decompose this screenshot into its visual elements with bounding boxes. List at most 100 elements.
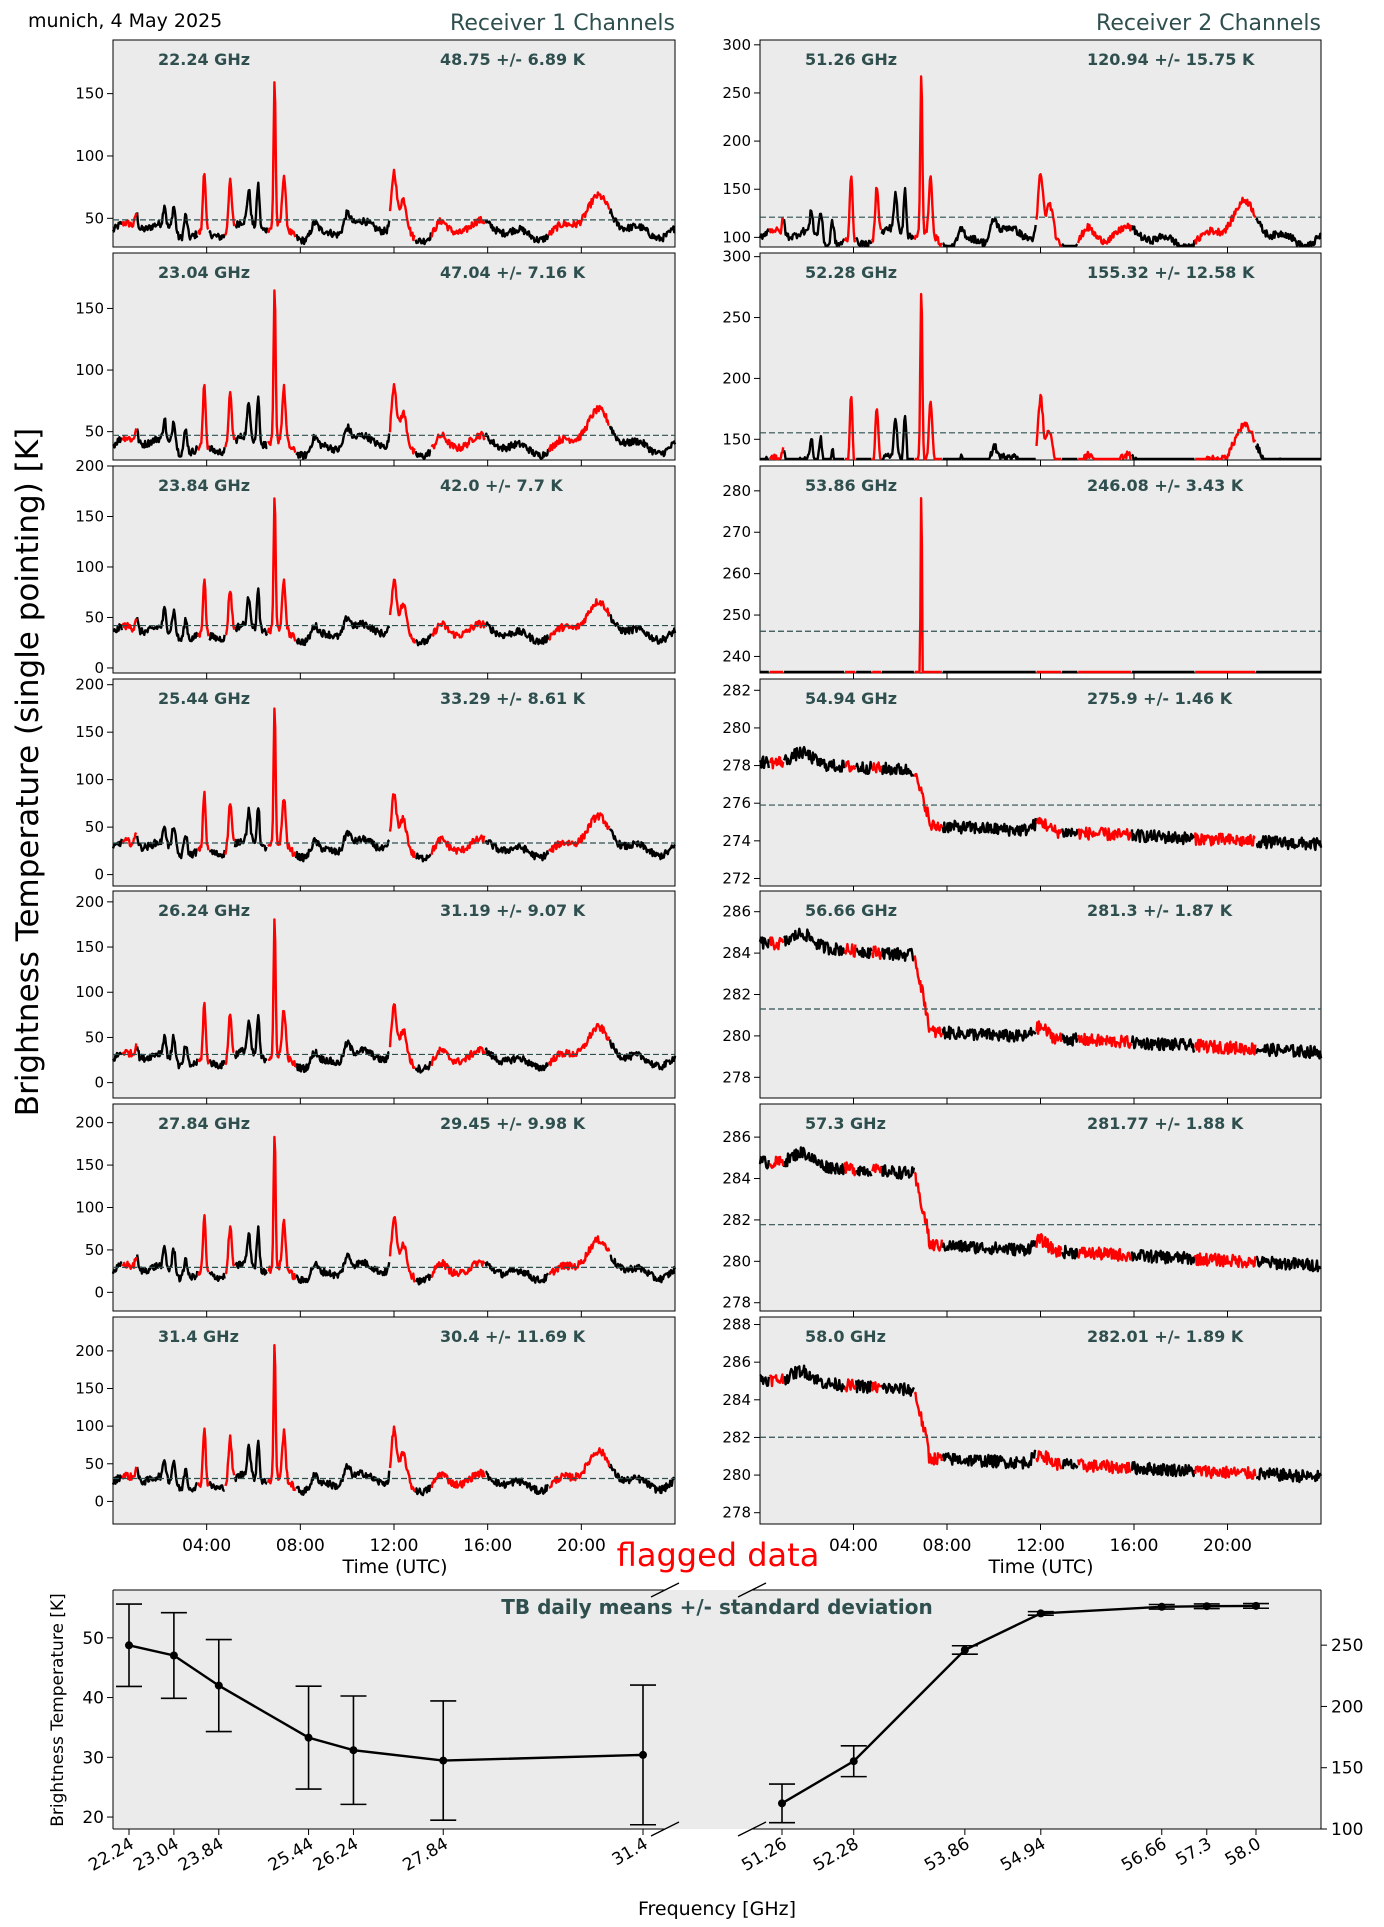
channel-frequency-label: 25.44 GHz: [158, 689, 250, 708]
panel-background: [112, 39, 676, 248]
y-tick-label: 278: [722, 757, 751, 775]
summary-left-y-tick-label: 40: [82, 1689, 104, 1709]
y-tick-label: 100: [75, 361, 104, 379]
y-tick-label: 0: [94, 1074, 104, 1092]
panel-background: [759, 252, 1322, 461]
receiver2-mean-point: [1202, 1602, 1211, 1611]
channel-frequency-label: 22.24 GHz: [158, 50, 250, 69]
panel-r2-5: 278 280 282 284 286 57.3 GHz 281.77 +/- 1.88 K: [722, 1103, 1322, 1317]
panel-background: [112, 465, 676, 674]
receiver2-mean-point: [849, 1757, 858, 1766]
y-tick-label: 280: [722, 719, 751, 737]
panel-background: [112, 1103, 676, 1312]
series-line: [758, 745, 1323, 852]
receiver2-x-tick-label: 58.0: [1222, 1834, 1265, 1870]
y-tick-label: 288: [722, 1316, 751, 1334]
y-tick-label: 272: [722, 869, 751, 887]
flagged-series-line: [769, 1155, 1257, 1269]
y-tick-label: 278: [722, 1294, 751, 1312]
panel-r1-0: 50 100 150 22.24 GHz 48.75 +/- 6.89 K: [75, 39, 676, 253]
panel-r1-2: 0 50 100 150 200 23.84 GHz 42.0 +/- 7.7 K: [75, 457, 677, 679]
panel-r1-4: 0 50 100 150 200 26.24 GHz 31.19 +/- 9.07 K: [75, 890, 677, 1104]
receiver1-x-tick-label: 23.84: [175, 1834, 227, 1876]
receiver1-x-tick-label: 25.44: [265, 1834, 317, 1876]
channel-stats-label: 30.4 +/- 11.69 K: [440, 1327, 586, 1346]
flagged-series-line: [121, 1135, 611, 1283]
y-tick-label: 150: [75, 299, 104, 317]
panel-background: [759, 1316, 1322, 1525]
flagged-series-line: [768, 75, 1257, 248]
panel-r1-3: 0 50 100 150 200 25.44 GHz 33.29 +/- 8.61 K: [75, 676, 676, 892]
y-tick-label: 286: [722, 903, 751, 921]
channel-stats-label: 155.32 +/- 12.58 K: [1087, 263, 1255, 282]
axis-break-mark: [737, 1582, 767, 1598]
y-tick-label: 0: [94, 866, 104, 884]
channel-stats-label: 31.19 +/- 9.07 K: [440, 901, 586, 920]
y-tick-label: 280: [722, 1027, 751, 1045]
y-tick-label: 280: [722, 1466, 751, 1484]
summary-right-y-tick-label: 150: [1331, 1759, 1363, 1779]
y-tick-label: 286: [722, 1353, 751, 1371]
receiver1-x-tick-label: 27.84: [400, 1834, 452, 1876]
panel-background: [759, 1103, 1322, 1312]
channel-stats-label: 29.45 +/- 9.98 K: [440, 1114, 586, 1133]
flagged-series-line: [768, 292, 1257, 461]
channel-stats-label: 281.3 +/- 1.87 K: [1087, 901, 1233, 920]
panel-r1-5: 0 50 100 150 200 27.84 GHz 29.45 +/- 9.98 K: [75, 1103, 677, 1317]
receiver2-mean-point: [778, 1799, 786, 1808]
channel-frequency-label: 23.84 GHz: [158, 476, 250, 495]
y-tick-label: 200: [75, 1114, 104, 1132]
y-tick-label: 280: [722, 482, 751, 500]
y-tick-label: 270: [722, 523, 751, 541]
y-tick-label: 280: [722, 1252, 751, 1270]
site-date-title: munich, 4 May 2025: [28, 10, 222, 32]
panel-background: [759, 39, 1322, 248]
channel-frequency-label: 26.24 GHz: [158, 901, 250, 920]
summary-y-axis-label: Brightness Temperature [K]: [48, 1593, 68, 1826]
y-tick-label: 260: [722, 565, 751, 583]
y-tick-label: 150: [75, 85, 104, 103]
panel-r2-3: 272 274 276 278 280 282 54.94 GHz 275.9 +/- 1.4…: [722, 678, 1323, 892]
y-tick-label: 250: [722, 606, 751, 624]
receiver2-title: Receiver 2 Channels: [1096, 11, 1321, 36]
receiver2-mean-point: [1036, 1609, 1045, 1618]
channel-frequency-label: 56.66 GHz: [805, 901, 897, 920]
receiver2-x-tick-label: 53.86: [921, 1834, 973, 1876]
channel-stats-label: 33.29 +/- 8.61 K: [440, 689, 586, 708]
x-tick-label: 12:00: [1016, 1536, 1065, 1556]
channel-frequency-label: 51.26 GHz: [805, 50, 897, 69]
panel-r2-0: 100 150 200 250 300 51.26 GHz 120.94 +/- 15.75…: [722, 36, 1322, 253]
flagged-data-label: flagged data: [617, 1536, 820, 1574]
channel-frequency-label: 54.94 GHz: [805, 689, 897, 708]
summary-right-y-tick-label: 250: [1331, 1636, 1363, 1656]
y-tick-label: 274: [722, 832, 751, 850]
main-y-axis-label: Brightness Temperature (single pointing)…: [10, 428, 46, 1116]
summary-right-frame: [752, 1589, 1322, 1830]
flagged-series-line: [121, 81, 611, 242]
y-tick-label: 278: [722, 1504, 751, 1522]
series-line: [112, 587, 677, 647]
channel-frequency-label: 52.28 GHz: [805, 263, 897, 282]
y-tick-label: 0: [94, 1283, 104, 1301]
y-tick-label: 150: [75, 507, 104, 525]
series-line: [111, 181, 676, 246]
y-tick-label: 100: [75, 558, 104, 576]
y-tick-label: 0: [94, 1492, 104, 1510]
panel-r2-2: 240 250 260 270 280 53.86 GHz 246.08 +/- 3.43 …: [722, 465, 1322, 679]
y-tick-label: 250: [722, 309, 751, 327]
receiver2-mean-point: [960, 1645, 969, 1654]
y-tick-label: 300: [722, 36, 751, 54]
y-tick-label: 50: [85, 1455, 104, 1473]
y-tick-label: 200: [75, 457, 104, 475]
summary-right-y-tick-label: 100: [1331, 1820, 1363, 1840]
y-tick-label: 50: [85, 818, 104, 836]
receiver2-x-tick-label: 51.26: [738, 1834, 790, 1876]
axis-break-mark: [650, 1582, 680, 1598]
summary-left-y-tick-label: 30: [82, 1748, 104, 1768]
y-tick-label: 50: [85, 1241, 104, 1259]
channel-stats-label: 47.04 +/- 7.16 K: [440, 263, 586, 282]
y-tick-label: 150: [75, 938, 104, 956]
y-tick-label: 150: [75, 723, 104, 741]
y-tick-label: 200: [722, 132, 751, 150]
